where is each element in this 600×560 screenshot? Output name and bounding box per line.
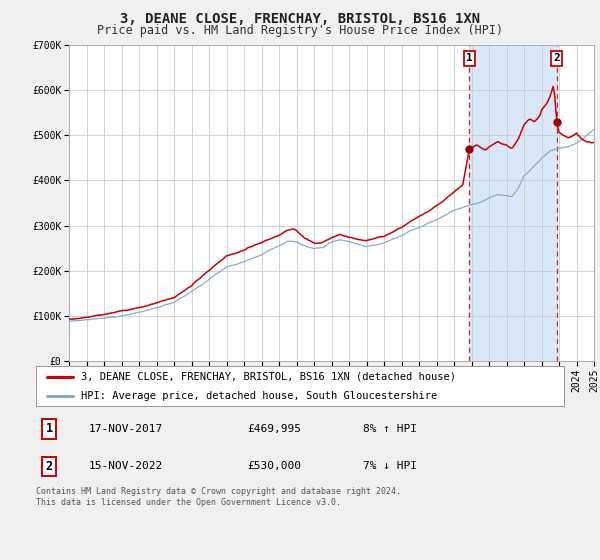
Text: 1: 1 xyxy=(46,422,53,436)
Text: 8% ↑ HPI: 8% ↑ HPI xyxy=(364,424,418,434)
Text: 1: 1 xyxy=(466,53,473,63)
Text: 17-NOV-2017: 17-NOV-2017 xyxy=(89,424,163,434)
Text: Contains HM Land Registry data © Crown copyright and database right 2024.
This d: Contains HM Land Registry data © Crown c… xyxy=(36,487,401,507)
Text: 7% ↓ HPI: 7% ↓ HPI xyxy=(364,461,418,472)
Bar xyxy=(469,45,557,361)
Text: £469,995: £469,995 xyxy=(247,424,301,434)
Text: 2: 2 xyxy=(46,460,53,473)
Text: Price paid vs. HM Land Registry's House Price Index (HPI): Price paid vs. HM Land Registry's House … xyxy=(97,24,503,37)
Text: 15-NOV-2022: 15-NOV-2022 xyxy=(89,461,163,472)
Text: £530,000: £530,000 xyxy=(247,461,301,472)
Text: 2: 2 xyxy=(554,53,560,63)
Text: HPI: Average price, detached house, South Gloucestershire: HPI: Average price, detached house, Sout… xyxy=(81,391,437,401)
Text: 3, DEANE CLOSE, FRENCHAY, BRISTOL, BS16 1XN (detached house): 3, DEANE CLOSE, FRENCHAY, BRISTOL, BS16 … xyxy=(81,372,456,381)
Text: 3, DEANE CLOSE, FRENCHAY, BRISTOL, BS16 1XN: 3, DEANE CLOSE, FRENCHAY, BRISTOL, BS16 … xyxy=(120,12,480,26)
